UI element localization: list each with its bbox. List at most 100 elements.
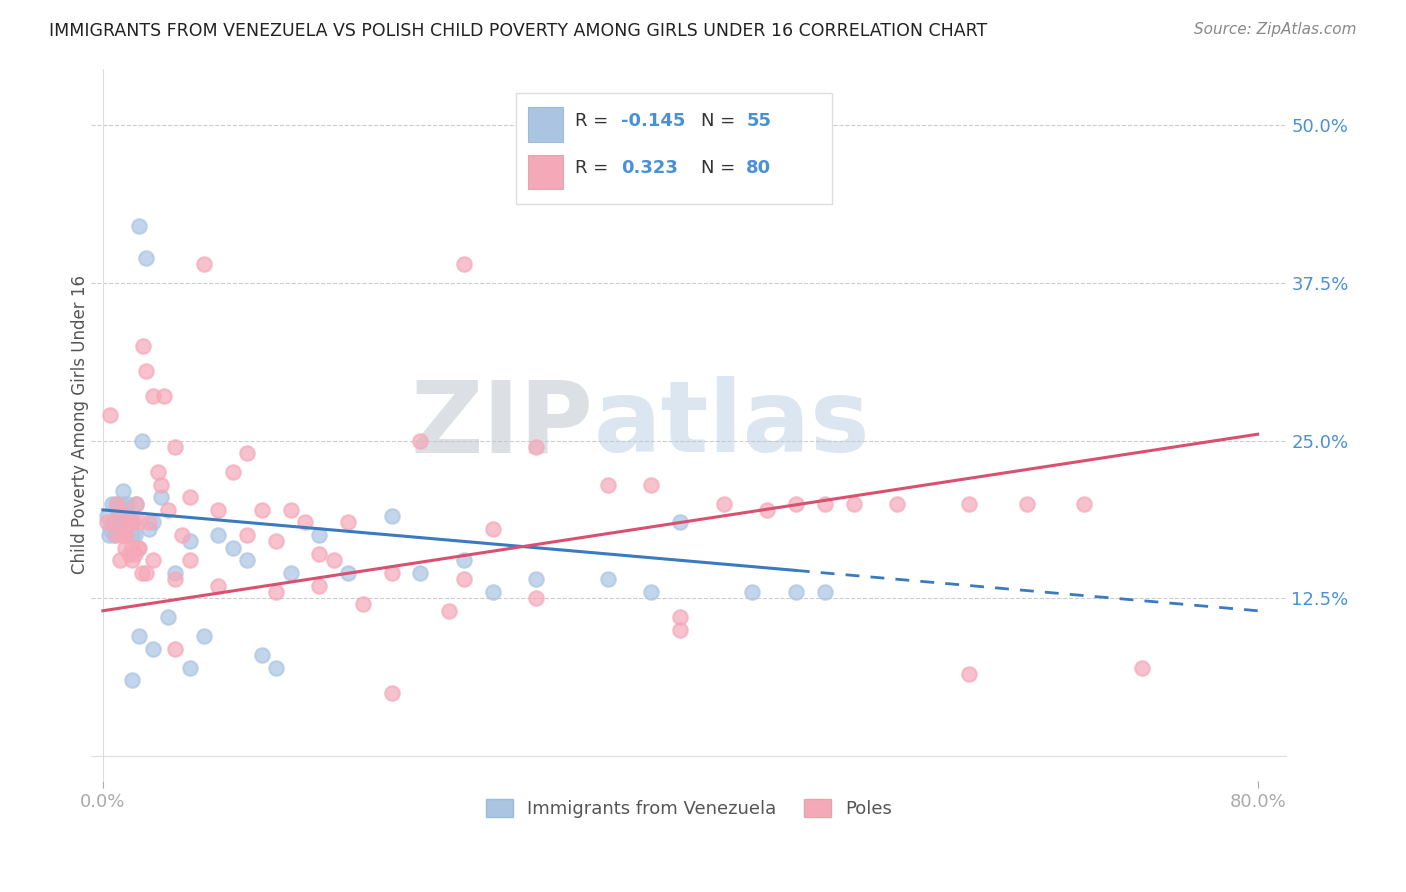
Point [156, 503, 179, 517]
Point [111, 497, 134, 511]
Text: N =: N = [702, 112, 741, 129]
Point [236, 553, 259, 567]
Point [381, 566, 404, 580]
Point [121, 541, 143, 555]
Point [308, 528, 330, 542]
Point [481, 522, 503, 536]
FancyBboxPatch shape [516, 94, 832, 204]
Point [1319, 169, 1341, 183]
Point [294, 516, 316, 530]
Point [280, 566, 302, 580]
Point [124, 547, 146, 561]
Point [156, 610, 179, 624]
Point [308, 547, 330, 561]
Point [1130, 660, 1153, 674]
Point [814, 585, 837, 599]
Point [409, 434, 432, 448]
Point [114, 516, 136, 530]
Point [138, 516, 160, 530]
Point [264, 534, 287, 549]
Point [128, 516, 150, 530]
Point [207, 528, 229, 542]
Point [118, 547, 141, 561]
Point [524, 572, 547, 586]
Point [114, 541, 136, 555]
Point [101, 516, 124, 530]
Point [640, 477, 662, 491]
Point [957, 497, 980, 511]
Point [125, 497, 148, 511]
Point [131, 434, 153, 448]
Point [118, 509, 141, 524]
Text: 80: 80 [747, 160, 772, 178]
Point [179, 534, 201, 549]
Text: N =: N = [702, 160, 741, 178]
Point [814, 497, 837, 511]
Text: ZIP: ZIP [411, 376, 593, 474]
Point [179, 553, 201, 567]
Point [127, 541, 149, 555]
Point [122, 516, 145, 530]
Text: atlas: atlas [593, 376, 870, 474]
FancyBboxPatch shape [527, 107, 564, 142]
Point [128, 541, 150, 555]
Point [96, 516, 118, 530]
Text: R =: R = [575, 112, 614, 129]
Point [222, 541, 245, 555]
Point [146, 465, 169, 479]
Point [98, 522, 121, 536]
Point [115, 528, 138, 542]
Point [785, 585, 807, 599]
Point [598, 572, 620, 586]
Point [117, 516, 139, 530]
Point [131, 566, 153, 580]
Point [107, 509, 129, 524]
Point [250, 648, 273, 662]
Point [101, 516, 124, 530]
Point [957, 666, 980, 681]
Point [97, 528, 120, 542]
Point [135, 566, 157, 580]
Point [128, 629, 150, 643]
Point [524, 440, 547, 454]
Text: IMMIGRANTS FROM VENEZUELA VS POLISH CHILD POVERTY AMONG GIRLS UNDER 16 CORRELATI: IMMIGRANTS FROM VENEZUELA VS POLISH CHIL… [49, 22, 987, 40]
Point [669, 610, 692, 624]
Point [121, 673, 143, 687]
Point [103, 528, 125, 542]
Point [1015, 497, 1038, 511]
Y-axis label: Child Poverty Among Girls Under 16: Child Poverty Among Girls Under 16 [72, 276, 89, 574]
Point [121, 553, 143, 567]
Point [105, 503, 128, 517]
Point [138, 522, 160, 536]
Point [409, 566, 432, 580]
Point [337, 516, 360, 530]
Point [172, 528, 194, 542]
Point [124, 528, 146, 542]
Point [322, 553, 344, 567]
Point [179, 660, 201, 674]
Point [132, 339, 155, 353]
Point [236, 446, 259, 460]
Point [669, 623, 692, 637]
Point [524, 591, 547, 606]
Point [135, 364, 157, 378]
Point [598, 477, 620, 491]
Legend: Immigrants from Venezuela, Poles: Immigrants from Venezuela, Poles [478, 791, 900, 825]
Point [120, 516, 142, 530]
Point [142, 553, 165, 567]
Point [264, 585, 287, 599]
Point [120, 516, 142, 530]
Point [111, 528, 134, 542]
Point [128, 219, 150, 234]
Point [713, 497, 735, 511]
Point [96, 509, 118, 524]
Point [236, 528, 259, 542]
Point [98, 409, 121, 423]
Point [886, 497, 908, 511]
Point [165, 566, 187, 580]
Point [207, 578, 229, 592]
Point [112, 483, 135, 498]
Point [453, 572, 475, 586]
Point [110, 522, 132, 536]
Point [785, 497, 807, 511]
